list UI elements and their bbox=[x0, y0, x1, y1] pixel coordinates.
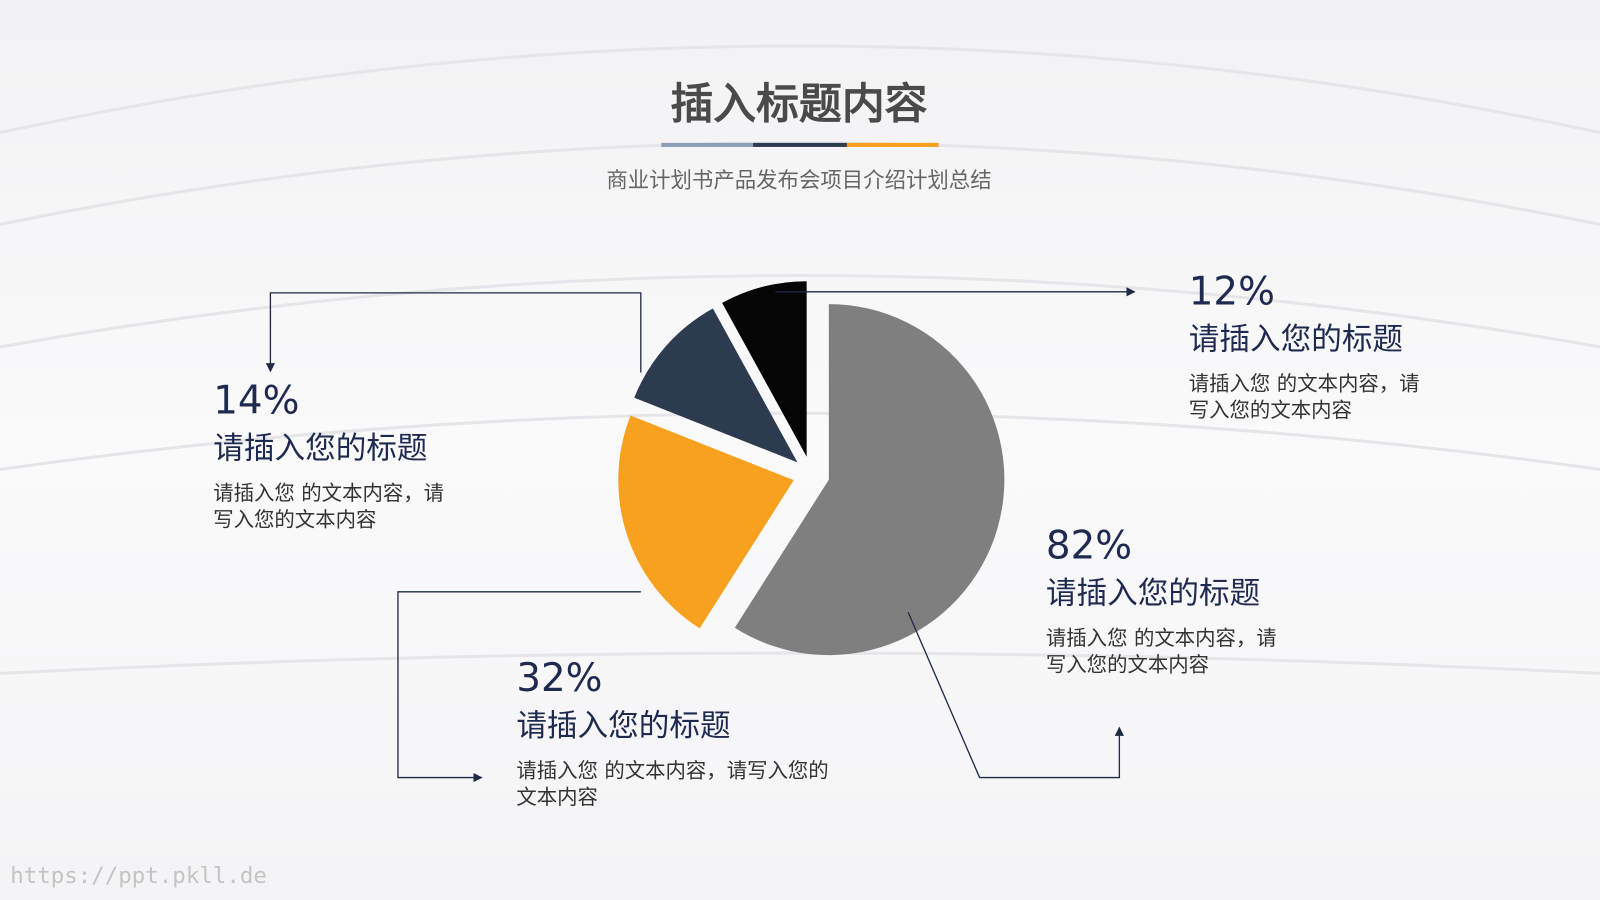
connector bbox=[397, 591, 641, 783]
watermark: https://ppt.pkll.de bbox=[10, 863, 267, 889]
callout-text: 文本内容 bbox=[516, 785, 598, 809]
connector bbox=[265, 292, 642, 373]
callout-text: 写入您的文本内容 bbox=[1046, 652, 1209, 676]
subtitle: 商业计划书产品发布会项目介绍计划总结 bbox=[606, 169, 991, 194]
connectors bbox=[265, 287, 1136, 783]
title-underline bbox=[846, 142, 939, 147]
callout-title: 请插入您的标题 bbox=[516, 709, 730, 744]
callout-text: 请插入您 的文本内容，请 bbox=[213, 481, 444, 505]
callout-title: 请插入您的标题 bbox=[1046, 576, 1260, 611]
callout-percent: 12% bbox=[1189, 269, 1275, 314]
pie bbox=[618, 281, 1005, 656]
callout-title: 请插入您的标题 bbox=[1189, 322, 1403, 357]
callout-text: 请插入您 的文本内容，请写入您的 bbox=[516, 758, 828, 782]
title-underline bbox=[661, 142, 754, 147]
pie-slice bbox=[734, 304, 1005, 656]
pie-slice bbox=[634, 308, 798, 463]
title-underline bbox=[753, 142, 847, 147]
pie-slice bbox=[722, 281, 807, 457]
callout-percent: 32% bbox=[516, 656, 602, 701]
callout-title: 请插入您的标题 bbox=[213, 432, 427, 467]
callout-percent: 82% bbox=[1046, 523, 1132, 568]
pie-slice bbox=[618, 415, 794, 629]
callout-percent: 14% bbox=[213, 379, 299, 424]
callout-text: 请插入您 的文本内容，请 bbox=[1189, 372, 1420, 396]
connector bbox=[907, 611, 1125, 779]
callout-text: 写入您的文本内容 bbox=[213, 507, 376, 531]
callout-text: 请插入您 的文本内容，请 bbox=[1046, 626, 1277, 650]
title: 插入标题内容 bbox=[670, 80, 927, 130]
callout-text: 写入您的文本内容 bbox=[1189, 398, 1352, 422]
